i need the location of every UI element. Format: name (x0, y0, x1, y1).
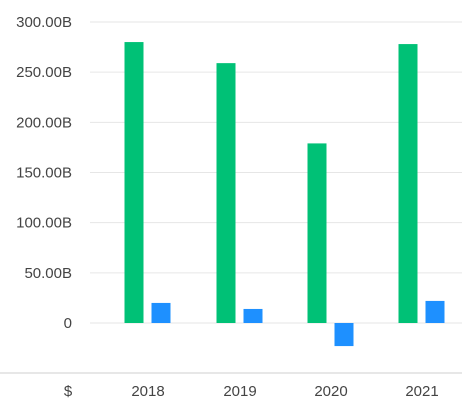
currency-label: $ (64, 383, 73, 400)
y-tick-label: 200.00B (16, 114, 72, 131)
gridlines (90, 21, 462, 324)
x-category-label: 2019 (223, 383, 256, 400)
bar-series-2-2018[interactable] (151, 302, 171, 323)
bar-series-2-2019[interactable] (243, 308, 263, 323)
bar-series-2-2020[interactable] (334, 323, 354, 347)
y-tick-label: 150.00B (16, 165, 72, 182)
bars (124, 42, 445, 347)
x-category-label: 2021 (405, 383, 438, 400)
bar-series-2-2021[interactable] (425, 300, 445, 323)
x-category-label: 2018 (131, 383, 164, 400)
y-axis-tick-labels: 0 50.00B 100.00B 150.00B 200.00B 250.00B 300.0… (16, 14, 72, 332)
bar-series-1-2021[interactable] (398, 44, 418, 323)
x-category-label: 2020 (314, 383, 347, 400)
y-tick-label: 250.00B (16, 64, 72, 81)
y-tick-label: 0 (64, 315, 72, 332)
bar-series-1-2019[interactable] (216, 63, 236, 324)
y-tick-label: 50.00B (24, 265, 72, 282)
bar-series-1-2018[interactable] (124, 42, 144, 324)
y-tick-label: 300.00B (16, 14, 72, 31)
y-tick-label: 100.00B (16, 215, 72, 232)
bar-series-1-2020[interactable] (307, 143, 327, 323)
x-axis-labels: $ 2018 2019 2020 2021 (64, 383, 439, 400)
